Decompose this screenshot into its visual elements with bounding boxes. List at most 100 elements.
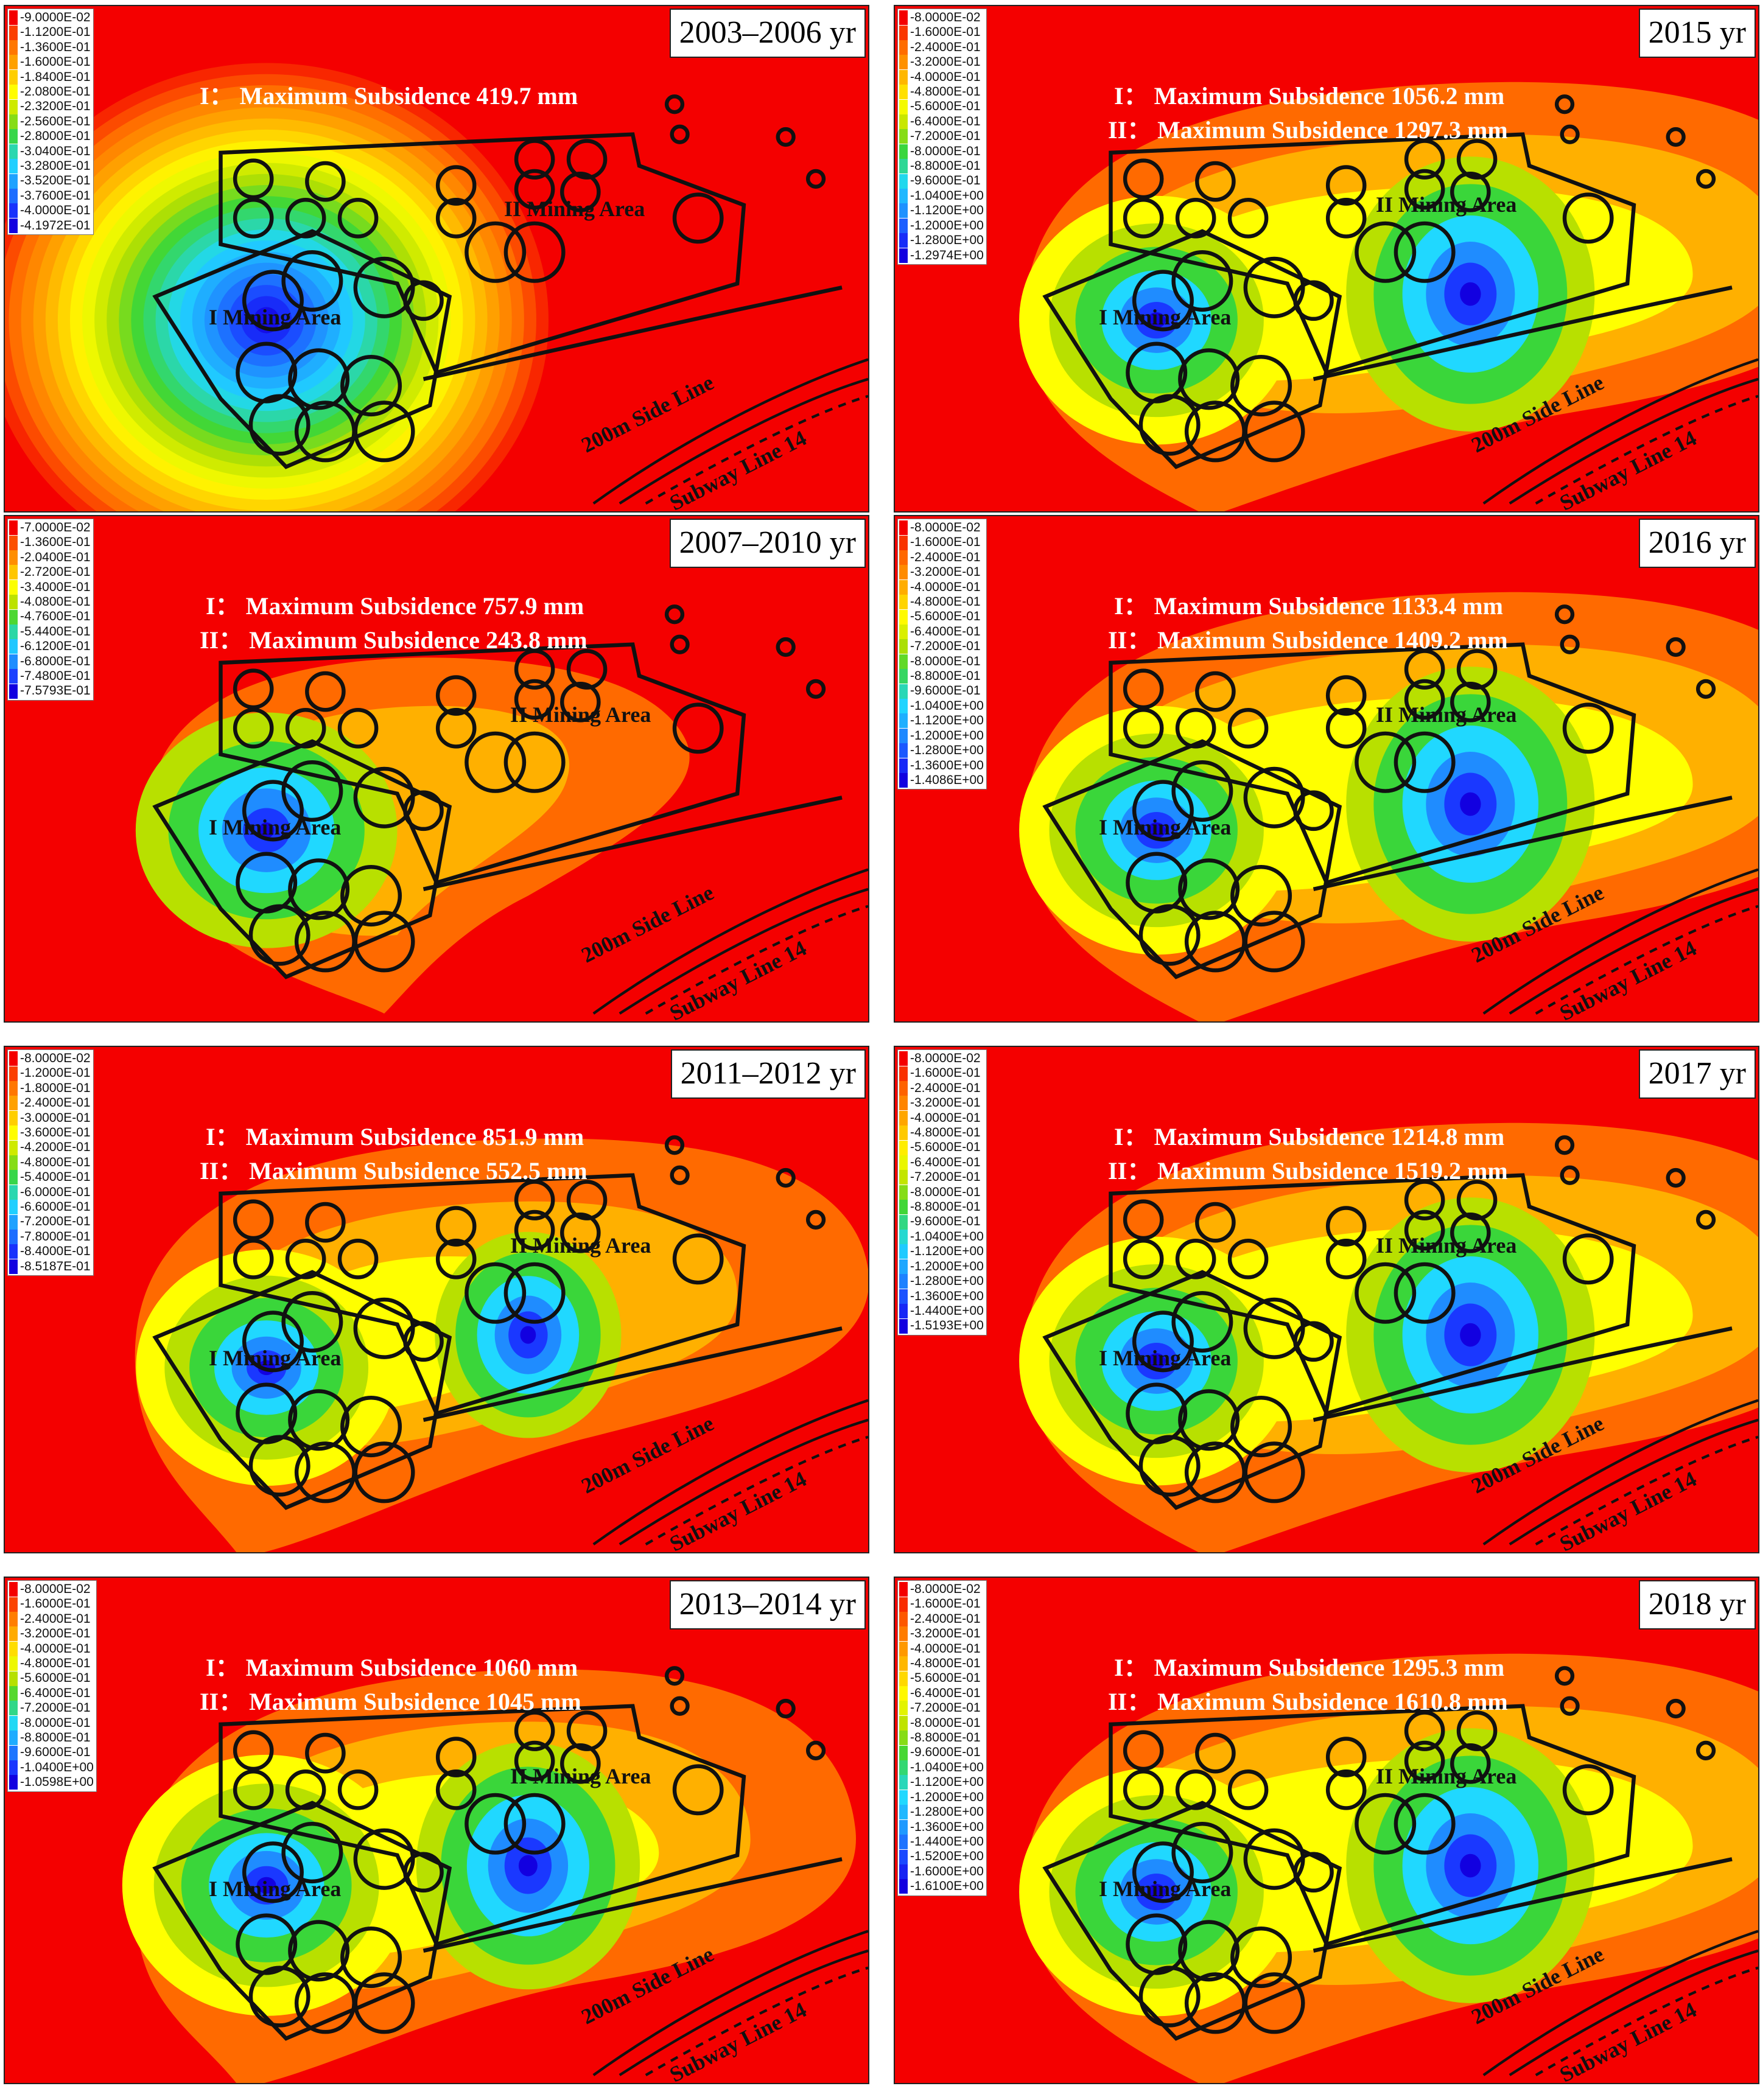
- legend-swatch: [899, 1849, 908, 1864]
- legend-swatch: [899, 85, 908, 100]
- mining-area-2-boundary: [219, 132, 746, 375]
- legend-swatch: [9, 1641, 18, 1656]
- well-circle: [1123, 668, 1164, 710]
- well-circle: [285, 1769, 326, 1810]
- well-circle: [248, 904, 310, 966]
- side-line-path: [1313, 796, 1733, 891]
- mining-area-2-contour-5: [1460, 1853, 1481, 1878]
- legend-swatch: [9, 1259, 18, 1274]
- legend-label: -4.0000E-01: [20, 203, 91, 218]
- color-legend: -9.0000E-02 -1.1200E-01 -1.3600E-01 -1.6000…: [7, 9, 94, 236]
- well-circle: [1132, 1311, 1194, 1373]
- legend-swatch: [899, 40, 908, 55]
- legend-swatch: [9, 1096, 18, 1111]
- side-line-path: [1313, 1857, 1733, 1953]
- legend-swatch: [9, 1671, 18, 1686]
- subway-line-path: [1482, 868, 1758, 1015]
- well-circle: [233, 1730, 274, 1771]
- legend-label: -8.0000E-02: [20, 1051, 91, 1065]
- well-circle: [285, 198, 326, 239]
- year-label: 2017 yr: [1638, 1049, 1756, 1099]
- well-circle: [1325, 1769, 1367, 1810]
- well-circle: [281, 250, 343, 312]
- legend-entry: -8.5187E-01: [9, 1259, 91, 1274]
- well-circle: [1325, 1239, 1367, 1279]
- legend-swatch: [9, 1626, 18, 1642]
- legend-entry: -1.8000E-01: [9, 1081, 91, 1096]
- well-circle: [1132, 780, 1194, 842]
- well-circle: [1123, 1730, 1164, 1771]
- legend-entry: -7.2000E-01: [9, 1701, 94, 1716]
- legend-swatch: [9, 1745, 18, 1760]
- legend-label: -1.2800E+00: [910, 1805, 984, 1819]
- mining-area-2-label: II Mining Area: [1376, 1233, 1517, 1258]
- well-circle: [353, 1441, 415, 1503]
- well-circle: [776, 1698, 796, 1719]
- well-circle: [285, 708, 326, 749]
- well-circle: [281, 1822, 343, 1884]
- legend-label: -1.2800E+00: [910, 233, 984, 248]
- legend-entry: -2.4000E-01: [899, 1612, 984, 1627]
- well-circle: [1394, 1793, 1456, 1855]
- legend-entry: -3.4000E-01: [9, 580, 91, 595]
- well-circle: [435, 708, 477, 749]
- well-circle: [672, 1233, 724, 1285]
- well-circle: [403, 280, 444, 321]
- mining-area-2-contour-5: [518, 1855, 538, 1877]
- well-circle: [435, 1737, 477, 1777]
- well-circle: [353, 401, 415, 463]
- legend-label: -5.4400E-01: [20, 624, 91, 639]
- legend-label: -4.0000E-01: [910, 1110, 981, 1125]
- legend-swatch: [899, 1170, 908, 1185]
- well-circle: [1666, 127, 1686, 147]
- legend-swatch: [9, 1140, 18, 1155]
- legend-entry: -1.0598E+00: [9, 1775, 94, 1790]
- well-circle: [340, 865, 402, 927]
- legend-entry: -5.6000E-01: [899, 1671, 984, 1686]
- legend-swatch: [899, 520, 908, 536]
- legend-label: -1.6000E+00: [910, 1864, 984, 1878]
- legend-entry: -3.0000E-01: [9, 1111, 91, 1125]
- well-circle: [1355, 1793, 1417, 1855]
- legend-swatch: [899, 1304, 908, 1319]
- legend-label: -1.2000E+00: [910, 218, 984, 233]
- legend-entry: -1.2000E-01: [9, 1066, 91, 1081]
- legend-label: -1.6000E-01: [910, 25, 981, 40]
- legend-label: -3.7600E-01: [20, 188, 91, 203]
- legend-swatch: [899, 114, 908, 130]
- legend-label: -8.8000E-01: [910, 1731, 981, 1745]
- max-subsidence-annotation: I： Maximum Subsidence 1133.4 mm: [1114, 592, 1503, 620]
- contour-panel: -8.0000E-02 -1.6000E-01 -2.4000E-01 -3.2000…: [894, 1046, 1759, 1553]
- legend-label: -2.0400E-01: [20, 550, 91, 564]
- legend-entry: -4.8000E-01: [899, 85, 984, 100]
- legend-label: -7.2000E-01: [910, 639, 981, 654]
- well-circle: [1695, 679, 1716, 699]
- legend-label: -7.5793E-01: [20, 684, 91, 698]
- legend-swatch: [899, 1790, 908, 1805]
- legend-label: -5.6000E-01: [910, 99, 981, 114]
- legend-entry: -8.0000E-01: [899, 1716, 984, 1731]
- well-circle: [1230, 1927, 1292, 1989]
- contour-map: [5, 6, 868, 511]
- legend-swatch: [9, 639, 18, 654]
- legend-label: -1.1200E-01: [20, 25, 91, 40]
- max-subsidence-annotation: I： Maximum Subsidence 1295.3 mm: [1114, 1654, 1505, 1681]
- legend-swatch: [899, 669, 908, 684]
- mining-area-1-label: I Mining Area: [1099, 305, 1232, 329]
- legend-entry: -4.2000E-01: [9, 1140, 91, 1155]
- well-circle: [805, 679, 826, 699]
- mining-outlines: [152, 1666, 868, 2076]
- color-legend: -7.0000E-02 -1.3600E-01 -2.0400E-01 -2.7200…: [7, 519, 94, 701]
- legend-swatch: [899, 1656, 908, 1671]
- well-circle: [242, 780, 304, 842]
- well-circle: [1227, 708, 1269, 749]
- legend-swatch: [9, 144, 18, 159]
- legend-entry: -8.0000E-02: [899, 520, 984, 536]
- legend-label: -8.0000E-02: [910, 520, 981, 534]
- legend-label: -2.4000E-01: [910, 40, 981, 54]
- legend-swatch: [899, 1582, 908, 1597]
- legend-label: -8.5187E-01: [20, 1259, 91, 1273]
- legend-swatch: [899, 1626, 908, 1642]
- legend-entry: -8.0000E-01: [899, 144, 984, 159]
